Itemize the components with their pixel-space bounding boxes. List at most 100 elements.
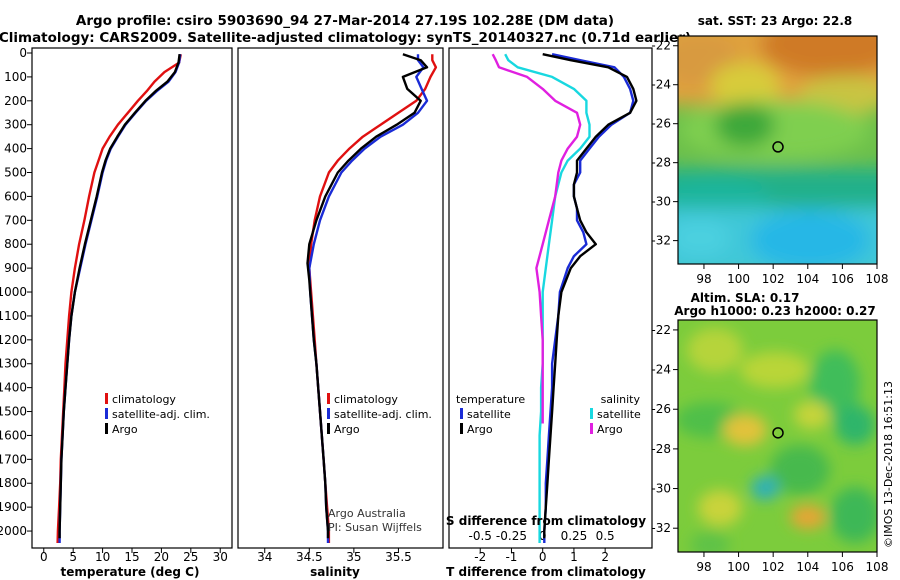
salinity-series [306, 53, 438, 543]
legend-satellite-label: satellite-adj. clim. [334, 408, 432, 421]
sst-map-frame [677, 35, 878, 265]
lon-tick-label: 106 [831, 560, 854, 574]
diff-legend-temp-argo-label: Argo [467, 423, 493, 436]
depth-tick-label: 600 [4, 189, 27, 203]
difference-plot-frame [448, 47, 653, 549]
salinity-plot-frame [237, 47, 444, 549]
salinity-x-label: salinity [310, 565, 360, 579]
depth-tick-label: 1600 [0, 428, 27, 442]
x-tick-label: 15 [124, 550, 139, 564]
series-line-climatology [56, 53, 182, 544]
depth-tick-label: 200 [4, 94, 27, 108]
x-tick-label: -1 [505, 550, 517, 564]
series-line-satellite-adj-clim- [58, 54, 182, 543]
sst-float-location-marker [772, 141, 784, 153]
lon-tick-label: 108 [866, 272, 889, 286]
x2-tick-label: 0 [539, 529, 547, 543]
sst-map-title: sat. SST: 23 Argo: 22.8 [698, 14, 852, 28]
x-tick-label: 5 [69, 550, 77, 564]
difference-x-label: T difference from climatology [446, 565, 646, 579]
depth-axis: 0 100 200 300 400 500 600 700 800 900 1000 1100 1200… [0, 46, 32, 538]
depth-tick-label: 400 [4, 142, 27, 156]
depth-tick-label: 1000 [0, 285, 27, 299]
lat-tick-label: -22 [651, 323, 671, 337]
salinity-x-ticks: 34 34.5 35 35.5 [257, 548, 412, 564]
sst-longitude-ticks: 98 100 102 104 106 108 [696, 264, 888, 286]
credit-line-2: PI: Susan Wijffels [328, 521, 422, 534]
lat-tick-label: -30 [651, 195, 671, 209]
series-line-satellite-adj-clim- [308, 54, 429, 543]
legend-climatology-swatch [105, 393, 108, 404]
series-line-temperature-argo [542, 53, 638, 539]
x2-tick-label: 0.5 [596, 529, 615, 543]
depth-tick-label: 1200 [0, 333, 27, 347]
lat-tick-label: -22 [651, 39, 671, 53]
lon-tick-label: 98 [696, 560, 711, 574]
lat-tick-label: -26 [651, 402, 671, 416]
legend-argo-swatch [327, 423, 330, 434]
depth-tick-label: 700 [4, 213, 27, 227]
depth-tick-label: 1700 [0, 452, 27, 466]
lon-tick-label: 102 [762, 272, 785, 286]
x2-tick-label: -0.25 [496, 529, 527, 543]
depth-tick-label: 1400 [0, 381, 27, 395]
x2-tick-label: -0.5 [469, 529, 492, 543]
depth-tick-label: 0 [19, 46, 27, 60]
imos-watermark: ©IMOS 13-Dec-2018 16:51:13 [882, 381, 895, 548]
depth-tick-label: 1500 [0, 405, 27, 419]
series-line-climatology [308, 54, 438, 543]
lat-tick-label: -24 [651, 78, 671, 92]
salinity-difference-x-ticks: -0.5 -0.25 0 0.25 0.5 [469, 529, 615, 543]
sla-float-location-marker [772, 427, 784, 439]
depth-tick-label: 1300 [0, 357, 27, 371]
depth-tick-label: 500 [4, 166, 27, 180]
legend-climatology-label: climatology [112, 393, 176, 406]
lon-tick-label: 100 [727, 272, 750, 286]
lon-tick-label: 100 [727, 560, 750, 574]
legend-satellite-swatch [105, 408, 108, 419]
temperature-x-label: temperature (deg C) [61, 565, 200, 579]
lat-tick-label: -32 [651, 234, 671, 248]
depth-tick-label: 1900 [0, 500, 27, 514]
legend-argo-label: Argo [112, 423, 138, 436]
diff-legend-sal-argo-label: Argo [597, 423, 623, 436]
sla-longitude-ticks: 98 100 102 104 106 108 [696, 552, 888, 574]
x-tick-label: 1 [570, 550, 578, 564]
salinity-difference-label: S difference from climatology [446, 514, 646, 528]
legend-argo-label: Argo [334, 423, 360, 436]
depth-tick-label: 2000 [0, 524, 27, 538]
title-line-2: Climatology: CARS2009. Satellite-adjuste… [0, 30, 691, 46]
sla-map-title-2: Argo h1000: 0.23 h2000: 0.27 [674, 304, 875, 318]
legend-satellite-label: satellite-adj. clim. [112, 408, 210, 421]
depth-tick-label: 800 [4, 237, 27, 251]
legend-climatology-label: climatology [334, 393, 398, 406]
lon-tick-label: 104 [796, 272, 819, 286]
lat-tick-label: -28 [651, 156, 671, 170]
lat-tick-label: -24 [651, 363, 671, 377]
x-tick-label: 34 [257, 550, 272, 564]
lat-tick-label: -28 [651, 442, 671, 456]
x-tick-label: 25 [183, 550, 198, 564]
depth-tick-label: 1800 [0, 476, 27, 490]
depth-tick-label: 100 [4, 70, 27, 84]
x-tick-label: -2 [474, 550, 486, 564]
x-tick-label: 0 [539, 550, 547, 564]
depth-tick-label: 900 [4, 261, 27, 275]
temperature-series [56, 53, 182, 544]
x-tick-label: 20 [154, 550, 169, 564]
x-tick-label: 0 [40, 550, 48, 564]
lon-tick-label: 98 [696, 272, 711, 286]
x-tick-label: 35 [346, 550, 361, 564]
temperature-x-ticks: 0 5 10 15 20 25 30 [40, 548, 228, 564]
legend-satellite-swatch [327, 408, 330, 419]
sla-map-frame [677, 319, 878, 553]
series-line-argo [306, 53, 429, 539]
temperature-legend: climatology satellite-adj. clim. Argo [105, 393, 210, 436]
sla-latitude-ticks: -22 -24 -26 -28 -30 -32 [651, 323, 678, 535]
difference-x-ticks: -2 -1 0 1 2 [474, 548, 609, 564]
diff-legend-temp-satellite-swatch [460, 408, 463, 419]
diff-legend-temperature-title: temperature [456, 393, 525, 406]
x-tick-label: 30 [213, 550, 228, 564]
series-line-salinity-argo [491, 53, 582, 424]
